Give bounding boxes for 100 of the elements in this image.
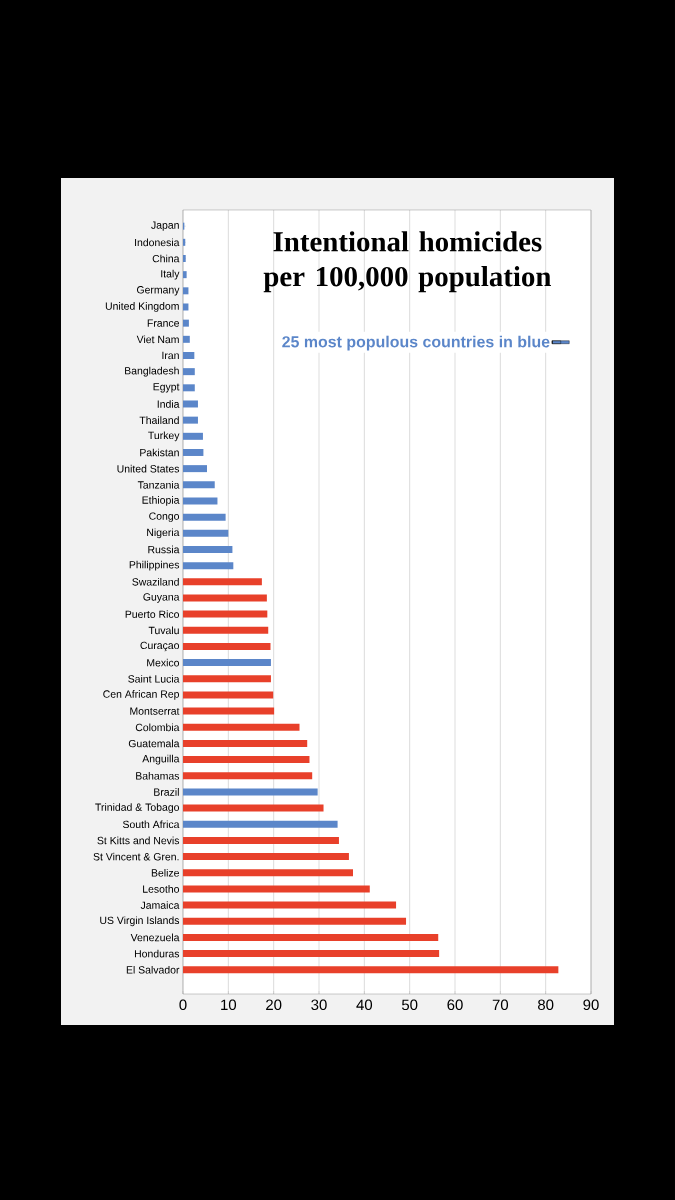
bar (183, 804, 324, 812)
bar (183, 901, 397, 909)
y-tick-label: Swaziland (132, 577, 179, 586)
y-tick-label: Germany (136, 286, 180, 296)
y-tick-label: Ethiopia (142, 496, 180, 506)
bar (183, 384, 195, 392)
y-tick-label: Russia (148, 545, 180, 554)
y-tick-label: Japan (151, 221, 179, 231)
y-tick-label: Indonesia (135, 238, 180, 247)
bar (183, 287, 189, 295)
y-tick-label: Italy (161, 269, 180, 280)
y-tick-label: Mexico (147, 658, 180, 667)
y-tick-label: Montserrat (130, 707, 180, 715)
y-tick-label: Jamaica (140, 901, 180, 909)
y-tick-label: Puerto Rico (125, 610, 180, 618)
y-tick-label: Thailand (139, 416, 179, 424)
bar (183, 319, 189, 327)
x-tick-label: 10 (221, 999, 237, 1011)
bar (183, 303, 189, 311)
bar (183, 950, 440, 958)
x-tick-label: 90 (583, 999, 599, 1011)
x-tick-label: 20 (266, 999, 282, 1011)
y-tick-label: Trinidad & Tobago (95, 803, 180, 813)
bar (183, 254, 186, 262)
x-tick-label: 0 (179, 999, 187, 1011)
bar (183, 432, 203, 440)
y-tick-label: US Virgin Islands (100, 916, 180, 927)
y-tick-label: Philippines (129, 560, 180, 571)
y-tick-label: Guyana (143, 593, 180, 603)
y-tick-label: Bangladesh (125, 366, 179, 377)
x-tick-label: 30 (311, 999, 327, 1011)
y-tick-label: Bahamas (136, 771, 180, 780)
bar (183, 675, 271, 683)
bar (183, 626, 269, 634)
y-tick-label: Tuvalu (148, 626, 179, 635)
y-tick-label: Cen African Rep (103, 690, 180, 700)
y-tick-label: Tanzania (137, 480, 180, 489)
y-tick-label: Venezuela (130, 933, 180, 942)
bar (183, 481, 215, 489)
y-tick-label: India (157, 400, 180, 408)
y-tick-label: Nigeria (147, 528, 180, 539)
bar (183, 917, 407, 925)
y-tick-label: El Salvador (126, 965, 180, 974)
legend-label: 25 most populous countries in blue (282, 335, 550, 351)
bar (183, 756, 310, 764)
x-tick-label: 70 (492, 999, 509, 1011)
bar (183, 610, 268, 618)
bar (183, 529, 229, 537)
x-tick-label: 60 (447, 999, 463, 1011)
bar (183, 836, 339, 844)
bar (183, 739, 308, 747)
text: Intentional homicides per 100,000 population (263, 231, 552, 293)
y-tick-label: Egypt (153, 383, 180, 393)
bar (183, 772, 313, 780)
y-tick-label: Saint Lucia (128, 674, 180, 683)
bar (183, 933, 439, 941)
y-tick-label: Congo (149, 512, 180, 522)
y-tick-label: Anguilla (142, 754, 180, 765)
y-tick-label: Turkey (148, 431, 180, 442)
bar (183, 335, 190, 343)
bar (183, 820, 338, 828)
x-tick-label: 80 (538, 999, 554, 1011)
y-tick-label: Lesotho (143, 885, 180, 893)
y-tick-label: Curaçao (140, 641, 180, 652)
y-tick-label: France (147, 319, 179, 327)
bar (183, 400, 198, 408)
y-tick-label: Colombia (135, 723, 180, 732)
bar (183, 691, 274, 699)
y-tick-label: South Africa (122, 820, 180, 829)
y-tick-label: Brazil (154, 788, 179, 796)
bar (183, 642, 271, 650)
y-tick-label: St Vincent & Gren. (93, 852, 179, 861)
y-tick-label: Iran (162, 351, 179, 360)
bar (183, 853, 349, 861)
y-tick-label: Honduras (134, 949, 180, 958)
bar (183, 885, 370, 893)
bar (183, 497, 218, 505)
y-tick-label: Pakistan (140, 448, 179, 457)
bar (183, 465, 208, 473)
bar (183, 723, 300, 731)
y-tick-label: China (152, 254, 180, 263)
bar (183, 448, 204, 456)
y-tick-label: St Kitts and Nevis (97, 836, 180, 845)
bar (183, 562, 234, 570)
y-tick-label: Viet Nam (136, 335, 179, 344)
bar (183, 966, 559, 974)
y-tick-label: Belize (151, 868, 179, 877)
bar (183, 368, 195, 376)
bar (183, 578, 262, 586)
y-tick-label: United States (117, 464, 180, 473)
bar (183, 513, 226, 521)
x-tick-label: 50 (401, 999, 418, 1011)
x-tick-label: 40 (356, 999, 373, 1011)
bar (183, 351, 195, 359)
bar (183, 416, 198, 424)
bar (183, 271, 187, 279)
bar (183, 545, 233, 553)
bar (183, 594, 267, 602)
bar (183, 869, 353, 877)
bar (183, 707, 275, 715)
